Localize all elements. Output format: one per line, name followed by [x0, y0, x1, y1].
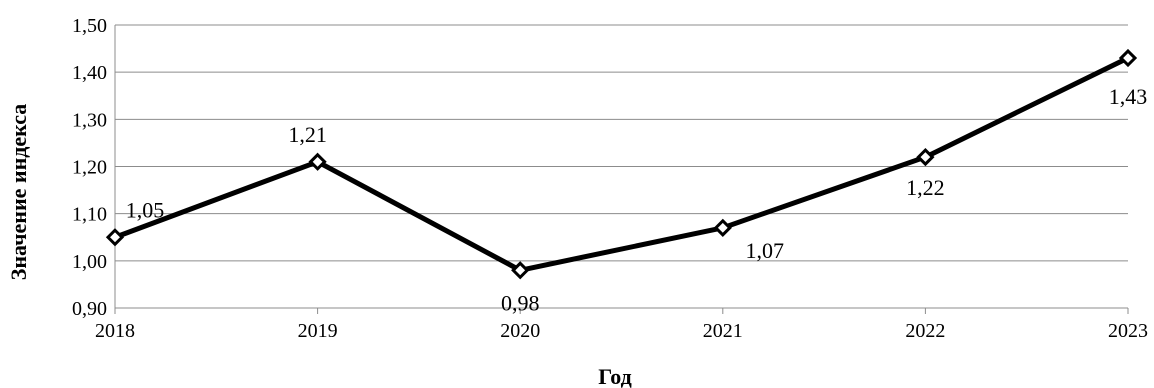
series-group: [105, 48, 1138, 280]
data-point-marker: [916, 147, 935, 167]
y-tick-label: 1,10: [72, 204, 107, 226]
x-tick-labels: 2018 2019 2020 2021 2022 2023: [95, 320, 1148, 342]
x-tick-label: 2018: [95, 320, 135, 342]
x-tick-label: 2020: [500, 320, 540, 342]
y-tick-label: 1,40: [72, 62, 107, 84]
y-axis-title: Значение индекса: [6, 104, 31, 281]
data-label: 1,05: [126, 197, 165, 222]
data-labels: 1,05 1,21 0,98 1,07 1,22 1,43: [126, 84, 1148, 315]
series-line: [114, 55, 1130, 273]
data-label: 1,07: [746, 238, 785, 263]
x-tick-label: 2021: [703, 320, 743, 342]
data-point-marker: [308, 152, 327, 171]
data-point-marker: [1118, 48, 1138, 68]
x-tick-label: 2023: [1108, 320, 1148, 342]
y-tick-label: 1,30: [72, 109, 107, 131]
data-label: 0,98: [501, 290, 540, 315]
data-label: 1,22: [906, 175, 945, 200]
x-axis-title: Год: [598, 364, 632, 388]
x-tick-label: 2019: [298, 320, 338, 342]
y-tick-label: 0,90: [72, 298, 107, 320]
y-tick-label: 1,20: [72, 157, 107, 179]
data-point-marker: [105, 228, 125, 247]
data-point-marker: [511, 261, 530, 280]
x-tick-label: 2022: [905, 320, 945, 342]
data-label: 1,21: [288, 122, 327, 147]
data-label: 1,43: [1109, 84, 1148, 109]
y-tick-label: 1,50: [72, 15, 107, 37]
grid-lines: [114, 24, 1129, 314]
data-point-marker: [713, 218, 732, 237]
y-tick-label: 1,00: [72, 251, 107, 273]
y-tick-labels: 0,90 1,00 1,10 1,20 1,30 1,40 1,50: [72, 15, 107, 320]
